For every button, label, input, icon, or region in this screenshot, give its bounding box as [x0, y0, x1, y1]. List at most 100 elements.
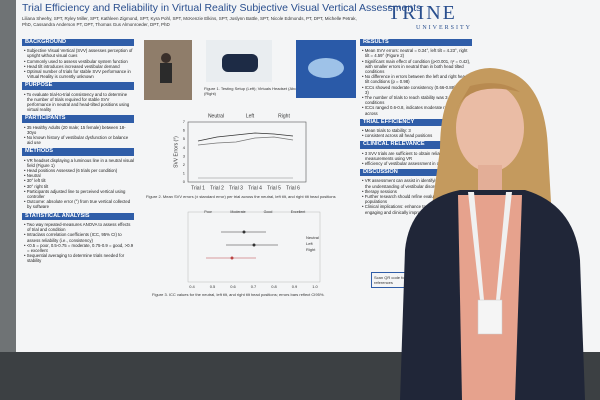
bullet: Mean trials to stability: 3: [360, 128, 472, 133]
point: [252, 243, 256, 247]
bullet: 30° right tilt: [22, 184, 134, 189]
legend-entry: Neutral: [306, 235, 319, 240]
bullet: Commonly used to assess vestibular syste…: [22, 59, 134, 64]
band-label: Good: [264, 210, 273, 214]
point: [230, 256, 234, 260]
band-label: Poor: [204, 210, 212, 214]
x-tick-label: 0.9: [292, 284, 298, 289]
section-heading: TRIAL EFFICIENCY: [360, 118, 472, 127]
authors: Liliana Sheehy, SPT, Ryley Miller, SPT, …: [22, 16, 357, 27]
figures: SVV Errors (°) 0 1 2 3 4 5 6 7 Trial 1 Trial 2 Tria…: [144, 40, 356, 289]
y-tick-label: 2: [183, 162, 186, 167]
legend-entry: Left: [306, 241, 314, 246]
bullet: Participants adjusted line to perceived …: [22, 189, 134, 199]
bullet: Head tilt introduces increased vestibula…: [22, 64, 134, 69]
x-tick-label: 0.7: [251, 284, 257, 289]
right-column: RESULTSMean SVV errors: neutral = 0.34°,…: [360, 36, 472, 215]
bullet: VR headset displaying a luminous line in…: [22, 158, 134, 168]
photo-person: [160, 63, 172, 83]
x-tick-label: 0.6: [230, 284, 236, 289]
y-tick-label: 7: [183, 119, 186, 124]
bullet: No difference in errors between the left…: [360, 74, 472, 84]
photo-person: [161, 53, 171, 63]
legend-entry: Left: [246, 113, 255, 119]
y-tick-label: 4: [183, 145, 186, 150]
legend-entry: Right: [278, 113, 290, 119]
section-heading: BACKGROUND: [22, 39, 134, 47]
point: [242, 230, 246, 234]
bullet: Further research should refine evaluatio…: [360, 194, 472, 204]
badge: [477, 299, 503, 335]
figure-caption: Figure 2. Mean SVV errors (± standard er…: [146, 194, 336, 199]
bullet: 3 SVV trials are sufficient to obtain re…: [360, 151, 472, 161]
section-heading: PARTICIPANTS: [22, 115, 134, 123]
lanyard: [468, 192, 512, 300]
line-left: [197, 132, 294, 142]
x-tick-label: Trial 5: [267, 185, 281, 191]
x-tick-label: 0.4: [189, 284, 195, 289]
y-tick-label: 0: [183, 179, 186, 184]
x-tick-label: Trial 4: [248, 185, 262, 191]
section-heading: CLINICAL RELEVANCE: [360, 141, 472, 149]
bullet: consistent across all head positions: [360, 133, 472, 138]
bullet: Significant main effect of condition (p<…: [360, 59, 472, 75]
y-axis-label: SVV Errors (°): [173, 136, 179, 168]
section-heading: STATISTICAL ANALYSIS: [22, 212, 134, 220]
bullet: Two way repeated-measures ANOVA to asses…: [22, 222, 134, 232]
interface-line: [308, 58, 344, 78]
logo: TRINE: [388, 2, 457, 24]
x-tick-label: Trial 3: [229, 185, 243, 191]
section-heading: PURPOSE: [22, 82, 134, 90]
x-tick-label: 1.0: [312, 284, 318, 289]
poster-title: Trial Efficiency and Reliability in Virt…: [22, 2, 422, 14]
band-label: Excellent: [291, 210, 306, 214]
y-tick-label: 1: [183, 170, 186, 175]
band-label: Moderate: [230, 210, 245, 214]
line-right: [197, 136, 294, 146]
bullet: 35 Healthy Adults (20 male; 15 female) b…: [22, 125, 134, 135]
bullet: Optimal number of trials for stable SVV …: [22, 69, 134, 79]
bullet: efficiency of vestibular assessment in c…: [360, 161, 472, 166]
chart-frame: [187, 121, 307, 183]
bullet: The number of trials to reach stability …: [360, 95, 472, 105]
bullet: ICCs showed moderate consistency (0.66-0…: [360, 85, 472, 95]
bullet: therapy sessions: [360, 189, 472, 194]
section-heading: METHODS: [22, 148, 134, 156]
bullet: 30° left tilt: [22, 178, 134, 183]
bullet: Mean SVV errors: neutral = 0.34°, left t…: [360, 48, 472, 58]
left-column: BACKGROUNDSubjective Visual Vertical (SV…: [22, 36, 134, 264]
figure-caption: Figure 3. ICC values for the neutral, le…: [152, 292, 325, 297]
bullet: Neutral: [22, 173, 134, 178]
bullet: Intraclass correlation coefficients (ICC…: [22, 232, 134, 242]
section-heading: DISCUSSION: [360, 169, 472, 177]
bullet: Head positions Assessed (6 trials per co…: [22, 168, 134, 173]
section-heading: RESULTS: [360, 39, 472, 47]
logo-sub: UNIVERSITY: [416, 25, 472, 31]
bullet: <0.5 = poor, 0.5-0.75 = moderate, 0.75-0…: [22, 243, 134, 253]
legend-entry: Right: [306, 247, 316, 252]
bullet: No known history of vestibular dysfuncti…: [22, 135, 134, 145]
bullet: ICCs ranged 0.6-0.8, indicates moderate …: [360, 105, 472, 115]
bangs: [456, 83, 520, 110]
bullet: Sequential averaging to determine trials…: [22, 253, 134, 263]
y-tick-label: 3: [183, 153, 186, 158]
x-tick-label: Trial 1: [191, 185, 205, 191]
y-tick-label: 6: [183, 128, 186, 133]
headset: [222, 54, 258, 72]
x-tick-label: Trial 6: [286, 185, 300, 191]
bullet: VR assessment can assist in identifying …: [360, 178, 472, 188]
x-tick-label: 0.8: [271, 284, 277, 289]
bullet: Outcome: absolute error (°) from true ve…: [22, 199, 134, 209]
bullet: To evaluate trial-to-trial consistency a…: [22, 92, 134, 113]
chart-frame: [187, 211, 321, 283]
figure-caption: Figure 1. Testing Setup (Left); Virtuals…: [204, 86, 339, 96]
bullet: Subjective Visual Vertical (SVV) assesse…: [22, 48, 134, 58]
shirt: [458, 195, 522, 400]
y-tick-label: 5: [183, 136, 186, 141]
face: [456, 84, 524, 172]
legend-entry: Neutral: [208, 113, 224, 119]
bullet: Clinical implications: enhance treatment…: [360, 204, 472, 214]
x-tick-label: Trial 2: [210, 185, 224, 191]
